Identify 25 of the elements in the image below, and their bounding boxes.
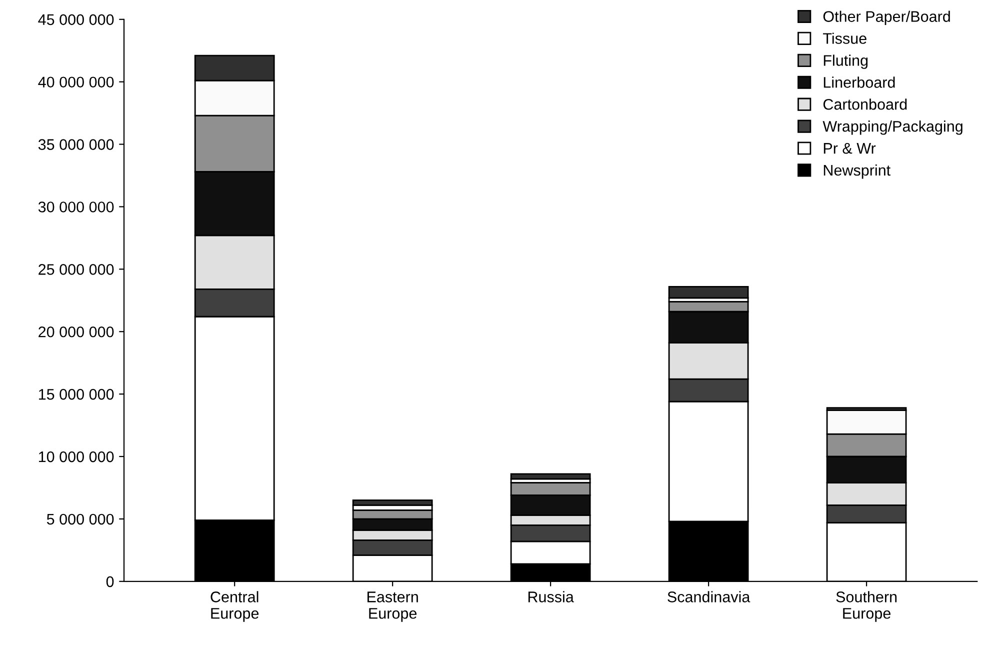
x-tick-label: Southern Europe <box>836 591 897 622</box>
bar <box>668 286 749 299</box>
legend-label: Tissue <box>823 32 866 44</box>
legend-label: Other Paper/Board <box>823 10 950 25</box>
y-tick-label: 40 000 000 <box>38 76 114 88</box>
y-tick-label: 0 <box>106 576 114 588</box>
x-tick-label: Scandinavia <box>668 591 750 602</box>
x-tick-label: Russia <box>528 591 574 602</box>
x-tick-label: Central Europe <box>210 591 259 622</box>
x-tick-label: Eastern Europe <box>368 592 418 622</box>
legend-label: Cartonboard <box>823 98 907 110</box>
legend-label: Pr & Wr <box>824 143 876 154</box>
y-tick-label: 15 000 000 <box>38 388 114 400</box>
legend-label: Wrapping/Packaging <box>822 120 962 135</box>
legend-label: Linerboard <box>824 76 895 88</box>
legend-label: Fluting <box>824 54 868 69</box>
y-tick-label: 45 000 000 <box>38 14 114 26</box>
legend-label: Newsprint <box>824 164 890 179</box>
bar <box>510 473 591 480</box>
y-tick-label: 20 000 000 <box>38 326 114 338</box>
y-tick-label: 35 000 000 <box>38 139 114 150</box>
y-tick-label: 25 000 000 <box>38 264 114 275</box>
y-tick-label: 10 000 000 <box>38 451 114 462</box>
y-tick-label: 5 000 000 <box>46 514 114 525</box>
y-tick-label: 30 000 000 <box>38 202 114 212</box>
